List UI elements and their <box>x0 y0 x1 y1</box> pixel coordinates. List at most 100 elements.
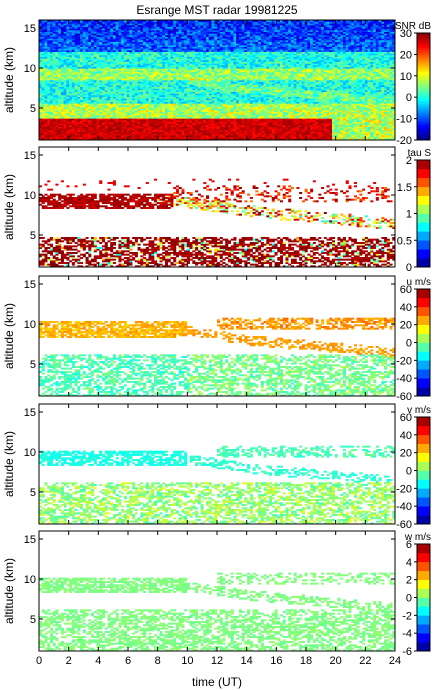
heatmap-cell <box>47 96 51 99</box>
heatmap-cell <box>69 71 73 74</box>
heatmap-cell <box>58 41 62 44</box>
heatmap-cell <box>85 75 89 77</box>
heatmap-cell <box>74 128 78 131</box>
heatmap-cell <box>74 35 78 37</box>
heatmap-cell <box>41 48 45 51</box>
heatmap-cell <box>52 121 56 124</box>
heatmap-cell <box>82 68 86 71</box>
heatmap-cell <box>52 103 56 106</box>
heatmap-cell <box>55 75 59 77</box>
heatmap-cell <box>74 21 78 24</box>
heatmap-cell <box>77 55 81 57</box>
heatmap-cell <box>44 46 48 49</box>
heatmap-cell <box>41 100 45 102</box>
heatmap-cell <box>52 96 56 99</box>
heatmap-cell <box>88 28 92 31</box>
heatmap-cell <box>58 66 62 69</box>
heatmap-cell <box>91 126 95 129</box>
heatmap-cell <box>41 106 45 109</box>
heatmap-cell <box>91 133 95 136</box>
heatmap-cell <box>55 85 59 87</box>
heatmap-cell <box>63 66 67 69</box>
heatmap-cell <box>85 136 89 139</box>
heatmap-cell <box>82 90 86 92</box>
heatmap-cell <box>39 68 43 71</box>
heatmap-cell <box>63 23 67 26</box>
heatmap-cell <box>49 96 53 99</box>
heatmap-cell <box>66 130 70 132</box>
heatmap-cell <box>41 95 45 97</box>
heatmap-cell <box>55 96 59 99</box>
heatmap-cell <box>85 103 89 106</box>
heatmap-cell <box>74 98 78 101</box>
heatmap-cell <box>49 126 53 129</box>
heatmap-cell <box>63 55 67 57</box>
heatmap-cell <box>80 55 84 57</box>
heatmap-cell <box>77 85 81 87</box>
heatmap-cell <box>47 121 51 124</box>
heatmap-cell <box>52 88 56 91</box>
heatmap-cell <box>85 86 89 89</box>
heatmap-cell <box>44 41 48 44</box>
heatmap-cell <box>41 108 45 111</box>
heatmap-cell <box>39 73 43 76</box>
heatmap-cell <box>71 108 75 111</box>
heatmap-cell <box>55 73 59 76</box>
heatmap-cell <box>69 36 73 39</box>
heatmap-cell <box>39 81 43 84</box>
heatmap-cell <box>80 23 84 26</box>
heatmap-cell <box>80 58 84 61</box>
heatmap-cell <box>69 68 73 71</box>
heatmap-cell <box>88 130 92 132</box>
heatmap-cell <box>44 30 48 32</box>
heatmap-cell <box>69 118 73 121</box>
heatmap-cell <box>39 51 43 54</box>
heatmap-cell <box>91 108 95 111</box>
heatmap-cell <box>58 93 62 96</box>
heatmap-cell <box>77 88 81 91</box>
heatmap-cell <box>44 106 48 109</box>
heatmap-cell <box>55 41 59 44</box>
heatmap-cell <box>71 116 75 119</box>
heatmap-cell <box>80 30 84 32</box>
heatmap-cell <box>60 26 64 29</box>
heatmap-cell <box>60 90 64 92</box>
heatmap-cell <box>74 80 78 82</box>
heatmap-cell <box>39 80 43 82</box>
heatmap-cell <box>44 33 48 36</box>
heatmap-cell <box>88 66 92 69</box>
heatmap-cell <box>82 31 86 34</box>
heatmap-cell <box>85 58 89 61</box>
heatmap-cell <box>41 25 45 27</box>
heatmap-cell <box>49 61 53 64</box>
heatmap-cell <box>88 58 92 61</box>
heatmap-cell <box>80 73 84 76</box>
heatmap-cell <box>80 20 84 22</box>
heatmap-cell <box>66 120 70 122</box>
heatmap-cell <box>77 66 81 69</box>
heatmap-cell <box>39 91 43 94</box>
heatmap-cell <box>85 90 89 92</box>
heatmap-cell <box>49 93 53 96</box>
heatmap-cell <box>52 50 56 52</box>
heatmap-cell <box>58 60 62 62</box>
heatmap-cell <box>69 83 73 86</box>
heatmap-cell <box>49 40 53 42</box>
heatmap-cell <box>41 131 45 134</box>
heatmap-cell <box>55 20 59 22</box>
heatmap-cell <box>39 70 43 72</box>
heatmap-cell <box>44 38 48 41</box>
heatmap-cell <box>88 105 92 107</box>
heatmap-cell <box>69 133 73 136</box>
heatmap-cell <box>77 73 81 76</box>
heatmap-cell <box>80 78 84 81</box>
heatmap-cell <box>71 28 75 31</box>
heatmap-cell <box>41 81 45 84</box>
heatmap-cell <box>49 121 53 124</box>
heatmap-cell <box>85 51 89 54</box>
heatmap-cell <box>71 38 75 41</box>
heatmap-cell <box>71 43 75 46</box>
heatmap-cell <box>39 95 43 97</box>
heatmap-cell <box>88 80 92 82</box>
heatmap-cell <box>63 130 67 132</box>
